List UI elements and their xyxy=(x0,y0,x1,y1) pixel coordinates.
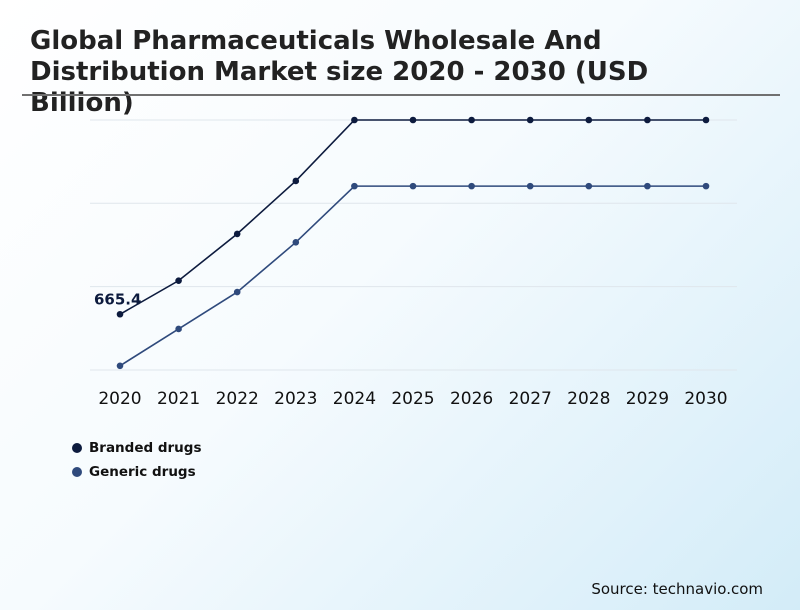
x-tick-label-2026: 2026 xyxy=(450,389,493,409)
legend-marker-generic-drugs xyxy=(72,467,82,477)
gridlines xyxy=(90,119,737,371)
legend-item-generic-drugs[interactable]: Generic drugs xyxy=(72,460,201,484)
series-lines xyxy=(116,116,710,370)
x-tick-label-2027: 2027 xyxy=(509,389,552,409)
data-point-s0-2024[interactable] xyxy=(351,116,358,124)
data-point-s1-2028[interactable] xyxy=(585,182,593,190)
data-point-s0-2021[interactable] xyxy=(175,277,182,284)
data-point-s0-2029[interactable] xyxy=(644,116,651,124)
data-point-s1-2020[interactable] xyxy=(116,362,124,370)
series-line-1 xyxy=(119,185,706,367)
x-axis-tick-labels: 2020 2021 2022 2023 2024 2025 2026 2027 2028 2029… xyxy=(98,389,727,409)
legend-item-branded-drugs[interactable]: Branded drugs xyxy=(72,436,201,460)
data-point-s1-2024[interactable] xyxy=(351,182,358,190)
x-tick-label-2025: 2025 xyxy=(391,389,434,409)
data-point-s1-2026[interactable] xyxy=(468,182,475,190)
legend: Branded drugs Generic drugs xyxy=(72,436,201,484)
source-note: Source: technavio.com xyxy=(591,580,763,598)
data-point-s1-2023[interactable] xyxy=(292,239,300,246)
data-label-0: 665.4 xyxy=(94,290,141,308)
data-point-s1-2022[interactable] xyxy=(233,288,241,296)
title-divider xyxy=(22,94,780,96)
series-line-0 xyxy=(119,119,706,315)
data-point-s0-2027[interactable] xyxy=(526,116,534,124)
data-point-s0-2022[interactable] xyxy=(233,230,241,238)
data-point-s0-2026[interactable] xyxy=(468,116,475,124)
data-point-s1-2027[interactable] xyxy=(526,182,534,190)
x-tick-label-2028: 2028 xyxy=(567,389,610,409)
x-tick-label-2029: 2029 xyxy=(626,389,669,409)
data-point-s0-2025[interactable] xyxy=(409,116,417,124)
data-point-s0-2023[interactable] xyxy=(292,177,300,185)
data-point-s1-2030[interactable] xyxy=(702,182,710,190)
data-point-s0-2030[interactable] xyxy=(702,116,710,124)
data-point-s0-2028[interactable] xyxy=(585,116,593,124)
chart-title: Global Pharmaceuticals Wholesale And Dis… xyxy=(30,26,649,118)
x-tick-label-2020: 2020 xyxy=(98,389,141,409)
data-point-s1-2025[interactable] xyxy=(409,182,417,190)
data-point-s1-2029[interactable] xyxy=(644,182,651,190)
legend-marker-branded-drugs xyxy=(72,443,82,453)
legend-label-branded-drugs: Branded drugs xyxy=(89,440,202,456)
legend-label-generic-drugs: Generic drugs xyxy=(89,464,196,480)
x-tick-label-2023: 2023 xyxy=(274,389,317,409)
x-tick-label-2021: 2021 xyxy=(157,389,200,409)
x-tick-label-2024: 2024 xyxy=(333,389,376,409)
data-labels: 665.4 xyxy=(94,290,141,308)
x-tick-label-2030: 2030 xyxy=(684,389,727,409)
data-point-s0-2020[interactable] xyxy=(116,310,124,318)
x-tick-label-2022: 2022 xyxy=(216,389,259,409)
data-point-s1-2021[interactable] xyxy=(175,325,182,333)
